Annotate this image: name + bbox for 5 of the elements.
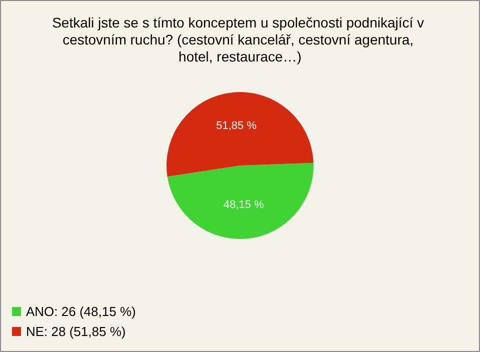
data-label: 48,15 % bbox=[224, 199, 264, 212]
legend-label: ANO: 26 (48,15 %) bbox=[26, 304, 136, 319]
legend-label: NE: 28 (51,85 %) bbox=[26, 324, 126, 339]
chart-title: Setkali jste se s tímto konceptem u společnosti podnikající v cestovním ruchu? (cestovní kancelář, cestovní agentura, hotel, restaurace…) bbox=[52, 14, 428, 64]
data-label: 51,85 % bbox=[216, 120, 257, 132]
